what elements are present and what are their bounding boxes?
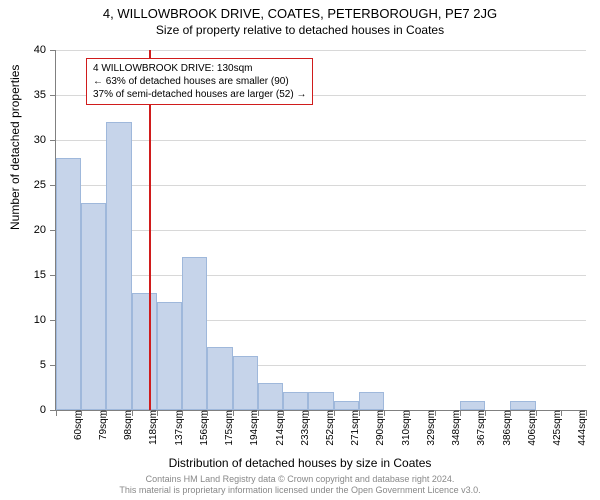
annotation-box: 4 WILLOWBROOK DRIVE: 130sqm← 63% of deta… — [86, 58, 313, 105]
y-tick-label: 10 — [34, 314, 56, 326]
y-axis-title: Number of detached properties — [8, 65, 22, 230]
x-tick — [207, 410, 208, 416]
plot-area: 051015202530354060sqm79sqm98sqm118sqm137… — [55, 50, 586, 411]
x-tick — [561, 410, 562, 416]
gridline — [56, 185, 586, 186]
x-tick — [283, 410, 284, 416]
x-tick — [359, 410, 360, 416]
annotation-line2: ← 63% of detached houses are smaller (90… — [93, 75, 306, 88]
y-tick-label: 35 — [34, 89, 56, 101]
page-title: 4, WILLOWBROOK DRIVE, COATES, PETERBOROU… — [0, 0, 600, 21]
x-tick — [308, 410, 309, 416]
histogram-bar — [258, 383, 283, 410]
x-tick — [586, 410, 587, 416]
y-tick-label: 15 — [34, 269, 56, 281]
x-tick — [56, 410, 57, 416]
y-tick-label: 25 — [34, 179, 56, 191]
x-tick — [384, 410, 385, 416]
gridline — [56, 275, 586, 276]
gridline — [56, 140, 586, 141]
footer-line1: Contains HM Land Registry data © Crown c… — [0, 474, 600, 485]
histogram-bar — [157, 302, 182, 410]
x-tick — [409, 410, 410, 416]
histogram-bar — [334, 401, 359, 410]
histogram-bar — [56, 158, 81, 410]
x-tick — [460, 410, 461, 416]
histogram-bar — [359, 392, 384, 410]
histogram-bar — [233, 356, 258, 410]
chart-container: 4, WILLOWBROOK DRIVE, COATES, PETERBOROU… — [0, 0, 600, 500]
x-tick — [157, 410, 158, 416]
page-subtitle: Size of property relative to detached ho… — [0, 21, 600, 37]
histogram-bar — [460, 401, 485, 410]
footer-line2: This material is proprietary information… — [0, 485, 600, 496]
x-tick — [510, 410, 511, 416]
histogram-bar — [81, 203, 106, 410]
y-tick-label: 5 — [40, 359, 56, 371]
x-axis-title: Distribution of detached houses by size … — [0, 456, 600, 470]
annotation-line3: 37% of semi-detached houses are larger (… — [93, 88, 306, 101]
y-tick-label: 40 — [34, 44, 56, 56]
histogram-bar — [283, 392, 308, 410]
x-tick — [106, 410, 107, 416]
histogram-bar — [308, 392, 333, 410]
y-tick-label: 0 — [40, 404, 56, 416]
x-tick — [233, 410, 234, 416]
x-tick — [81, 410, 82, 416]
footer: Contains HM Land Registry data © Crown c… — [0, 474, 600, 496]
gridline — [56, 230, 586, 231]
histogram-bar — [182, 257, 207, 410]
histogram-bar — [207, 347, 232, 410]
gridline — [56, 50, 586, 51]
x-tick — [334, 410, 335, 416]
x-tick — [182, 410, 183, 416]
x-tick — [485, 410, 486, 416]
histogram-bar — [510, 401, 535, 410]
histogram-bar — [132, 293, 157, 410]
x-tick — [258, 410, 259, 416]
x-tick — [435, 410, 436, 416]
annotation-line1: 4 WILLOWBROOK DRIVE: 130sqm — [93, 62, 306, 75]
x-tick — [132, 410, 133, 416]
x-tick — [536, 410, 537, 416]
y-tick-label: 20 — [34, 224, 56, 236]
histogram-bar — [106, 122, 131, 410]
y-tick-label: 30 — [34, 134, 56, 146]
